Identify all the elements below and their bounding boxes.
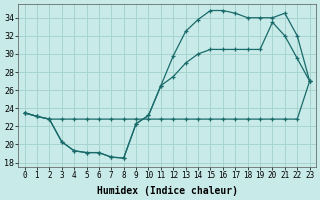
X-axis label: Humidex (Indice chaleur): Humidex (Indice chaleur) [97, 186, 237, 196]
